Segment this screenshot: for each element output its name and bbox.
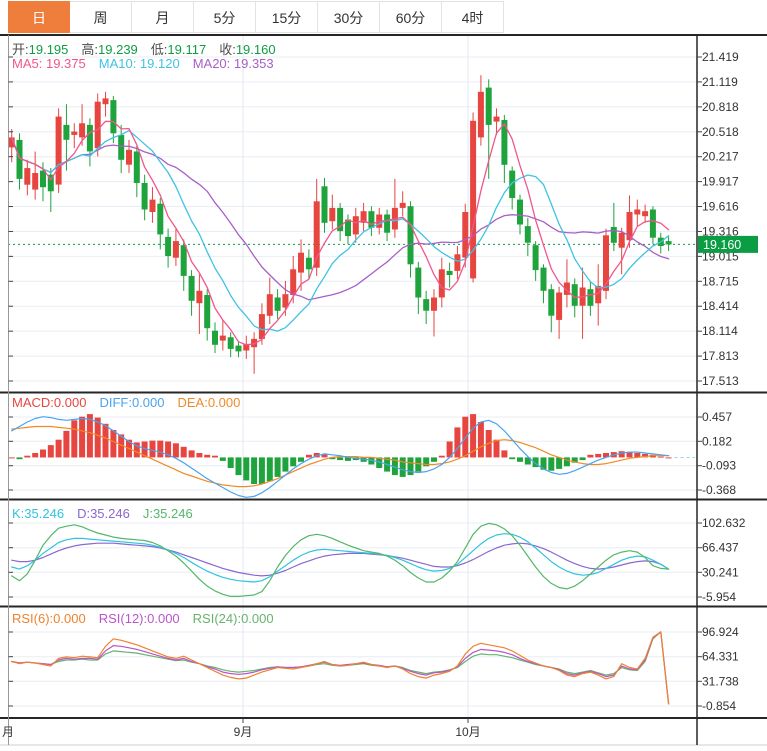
- indicator-label: RSI(24):: [192, 611, 242, 626]
- current-price-value: 19.160: [703, 238, 741, 252]
- axis-tick-label: 9月: [234, 725, 253, 739]
- axis-tick-label: 64.331: [702, 650, 739, 664]
- indicator-value: 0.000: [131, 395, 165, 410]
- tab-month[interactable]: 月: [132, 1, 194, 33]
- indicator-label: RSI(6):: [12, 611, 54, 626]
- indicator-value: 35.246: [24, 506, 65, 521]
- indicator-label: MA5:: [12, 56, 46, 71]
- axis-tick-label: 18.715: [702, 274, 739, 288]
- macd-panel: [8, 414, 695, 498]
- indicator-label: 高:: [81, 42, 99, 57]
- indicator-label: DEA:: [177, 395, 208, 410]
- indicator-value: 19.160: [235, 42, 276, 57]
- ma-header: MA5: 19.375 MA10: 19.120 MA20: 19.353: [12, 56, 287, 71]
- indicator-value: 19.353: [233, 56, 274, 71]
- tab-5min[interactable]: 5分: [194, 1, 256, 33]
- axis-tick-label: -0.368: [702, 483, 736, 497]
- indicator-label: DIFF:: [99, 395, 132, 410]
- period-tabbar: 日周月 5分 15分 30分 60分 4时: [8, 1, 504, 33]
- ma-lines: [11, 120, 670, 346]
- axis-tick-label: 20.217: [702, 150, 739, 164]
- axis-tick-label: -0.854: [702, 699, 736, 713]
- indicator-value: 0.000: [207, 395, 241, 410]
- axis-labels: 21.419 21.119 20.818 20.518 20.217 19.917 19.6…: [2, 50, 746, 739]
- axis-tick-label: -0.093: [702, 459, 736, 473]
- axis-tick-label: 17.813: [702, 349, 739, 363]
- axis-tick-label: 19.917: [702, 175, 739, 189]
- indicator-value: 35.246: [90, 506, 130, 521]
- axis-tick-label: 19.316: [702, 224, 739, 238]
- indicator-label: RSI(12):: [98, 611, 148, 626]
- tab-15min[interactable]: 15分: [256, 1, 318, 33]
- axis-tick-label: 0.182: [702, 434, 732, 448]
- indicator-value: 35.246: [152, 506, 193, 521]
- indicator-label: 开:: [12, 42, 29, 57]
- tab-week[interactable]: 周: [70, 1, 132, 33]
- indicator-value: 19.117: [167, 42, 207, 57]
- indicator-label: D:: [77, 506, 91, 521]
- axis-tick-label: 月: [2, 725, 14, 739]
- axis-tick-label: 96.924: [702, 625, 739, 639]
- axis-tick-label: 20.818: [702, 100, 739, 114]
- axis-tick-label: 21.419: [702, 50, 739, 64]
- indicator-value: 19.195: [28, 42, 69, 57]
- indicator-label: K:: [12, 506, 25, 521]
- indicator-label: J:: [142, 506, 153, 521]
- indicator-value: 0.000: [53, 395, 87, 410]
- indicator-value: 19.239: [98, 42, 138, 57]
- indicator-value: 0.000: [147, 611, 180, 626]
- indicator-label: MACD:: [12, 395, 54, 410]
- axis-tick-label: 21.119: [702, 75, 738, 89]
- axis-tick-label: -5.954: [702, 590, 736, 604]
- kdj-panel: [11, 522, 670, 598]
- tab-30min[interactable]: 30分: [318, 1, 380, 33]
- indicator-value: 19.120: [139, 56, 180, 71]
- axis-tick-label: 10月: [455, 725, 480, 739]
- indicator-label: 低:: [150, 42, 168, 57]
- axis-tick-label: 20.518: [702, 125, 739, 139]
- indicator-value: 19.375: [45, 56, 86, 71]
- panel-borders: [0, 34, 767, 746]
- current-price-tag: 19.160: [698, 235, 758, 253]
- axis-tick-label: 31.738: [702, 674, 739, 688]
- ohlc-header: 开:19.195 高:19.239 低:19.117 收:19.160: [12, 39, 289, 58]
- axis-tick-label: 18.114: [702, 324, 738, 338]
- axis-tick-label: 19.616: [702, 200, 739, 214]
- rsi-panel: [11, 631, 670, 705]
- main-candles: [8, 75, 672, 374]
- indicator-value: 0.000: [241, 611, 274, 626]
- tab-day[interactable]: 日: [8, 1, 70, 33]
- axis-tick-label: 18.414: [702, 299, 739, 313]
- rsi-header: RSI(6):0.000 RSI(12):0.000 RSI(24):0.000: [12, 611, 287, 626]
- indicator-value: 0.000: [53, 611, 86, 626]
- tab-4hour[interactable]: 4时: [442, 1, 504, 33]
- axis-tick-label: 102.632: [702, 516, 746, 530]
- macd-header: MACD:0.000 DIFF:0.000 DEA:0.000: [12, 395, 253, 410]
- grid-layer: [8, 35, 697, 718]
- tab-60min[interactable]: 60分: [380, 1, 442, 33]
- indicator-label: MA20:: [192, 56, 234, 71]
- axis-tick-label: 17.513: [702, 374, 739, 388]
- indicator-label: 收:: [219, 42, 236, 57]
- axis-tick-label: 30.241: [702, 565, 739, 579]
- indicator-label: MA10:: [98, 56, 140, 71]
- kdj-header: K:35.246 D:35.246 J:35.246: [12, 506, 206, 521]
- axis-tick-label: 66.437: [702, 541, 739, 555]
- axis-tick-label: 0.457: [702, 410, 732, 424]
